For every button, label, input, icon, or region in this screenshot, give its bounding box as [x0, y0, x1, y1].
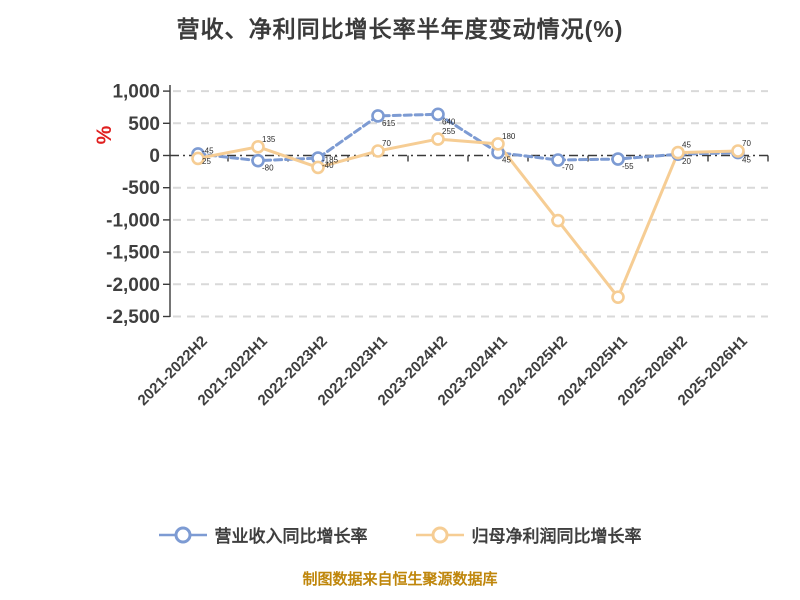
data-point-marker-net-profit: [431, 132, 445, 146]
legend-marker-icon: [158, 526, 207, 543]
y-tick-label: -500: [122, 178, 160, 199]
legend-marker-icon: [415, 526, 464, 543]
data-point-label: 255: [442, 127, 456, 136]
legend-label: 营业收入同比增长率: [214, 527, 368, 546]
data-point-marker-revenue: [551, 153, 565, 167]
data-source-note: 制图数据来自恒生聚源数据库: [302, 571, 498, 588]
data-point-marker-net-profit: [671, 145, 685, 160]
data-point-label: 180: [502, 132, 516, 141]
data-point-label: -185: [322, 155, 339, 164]
legend: 营业收入同比增长率 归母净利润同比增长率: [0, 522, 800, 547]
data-point-marker-revenue: [251, 153, 265, 168]
legend-item-net-profit: 归母净利润同比增长率: [415, 522, 642, 547]
plot-area: 1,000 500 0 -500 -1,000 -1,500 -2,000 -2,500 20 2…: [106, 82, 769, 409]
data-point-label: -40: [322, 161, 334, 170]
data-point-label: 135: [262, 135, 276, 144]
data-point-label: 20: [682, 157, 691, 166]
legend-item-revenue: 营业收入同比增长率: [158, 522, 368, 547]
data-point-label: -55: [622, 162, 634, 171]
y-tick-label: 500: [128, 114, 160, 135]
data-point-marker-net-profit: [371, 144, 385, 158]
data-point-marker-net-profit: [491, 137, 505, 151]
y-tick-label: -1,500: [106, 243, 160, 264]
data-point-marker-net-profit: [251, 140, 265, 154]
data-point-marker-net-profit: [611, 290, 625, 304]
y-tick-label: 1,000: [112, 82, 160, 103]
data-point-label: -70: [562, 163, 574, 172]
series-line-net-profit: [196, 137, 740, 299]
y-tick-label: 0: [149, 146, 160, 167]
data-point-label: 25: [202, 157, 211, 166]
data-point-label: 45: [682, 141, 691, 150]
data-point-marker-revenue: [371, 109, 385, 123]
data-point-marker-net-profit: [311, 160, 325, 175]
data-point-label: 640: [442, 117, 456, 126]
data-point-label: 45: [742, 156, 751, 165]
y-tick-label: -2,500: [106, 307, 160, 328]
data-point-marker-net-profit: [731, 144, 745, 158]
data-point-label: 615: [382, 119, 396, 128]
y-tick-label: -2,000: [106, 275, 160, 296]
data-point-label: 70: [742, 139, 751, 148]
data-point-label: -80: [262, 164, 274, 173]
data-point-marker-net-profit: [551, 213, 565, 228]
legend-label: 归母净利润同比增长率: [471, 527, 642, 546]
data-point-marker-net-profit: [191, 151, 205, 166]
data-point-marker-revenue: [611, 152, 625, 166]
data-point-label: 45: [502, 156, 511, 165]
data-point-label: 70: [382, 139, 391, 148]
chart-title: 营收、净利同比增长率半年度变动情况(%): [176, 16, 624, 42]
series-line-revenue: [196, 112, 740, 163]
data-point-label: -45: [202, 146, 214, 155]
data-point-marker-revenue: [431, 107, 445, 122]
y-tick-label: -1,000: [106, 210, 160, 231]
